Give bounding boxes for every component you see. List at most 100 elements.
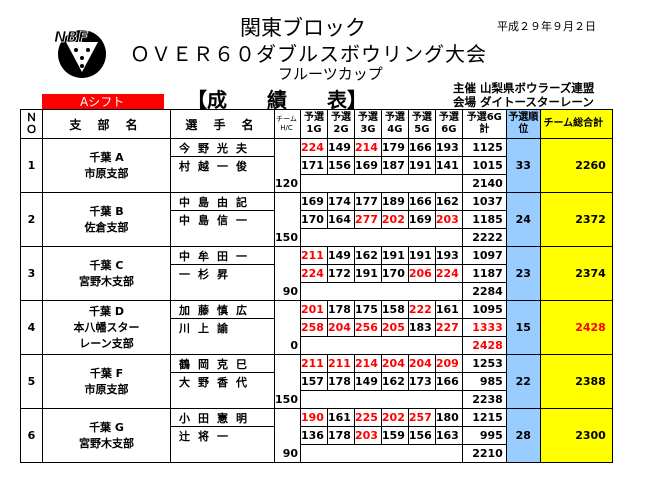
- score-g4: 187: [381, 156, 409, 175]
- shift-label: Aシフト: [42, 94, 164, 110]
- score-g2: 204: [327, 318, 355, 337]
- branch-line: 千葉 F: [89, 366, 124, 380]
- blank: [435, 174, 463, 193]
- hc-blank: [274, 156, 301, 175]
- player1-name: 中牟田一: [170, 246, 275, 265]
- blank: [300, 390, 328, 409]
- blank: [381, 390, 409, 409]
- blank: [354, 444, 382, 463]
- team-row-summary: 150 2222: [21, 228, 613, 247]
- blank: [408, 336, 436, 355]
- score-g3: 214: [354, 354, 382, 373]
- team-row-player1: 2 千葉 B 佐倉支部 中島由記 169 174 177 189 166 162 1037 24 237…: [20, 192, 613, 247]
- branch-line: 千葉 C: [89, 258, 124, 272]
- team-hc: 150: [274, 228, 301, 247]
- score-g5: 191: [408, 156, 436, 175]
- player1-6g-total: 1097: [462, 246, 507, 265]
- col-g1: 予選1G: [300, 109, 328, 139]
- results-table: ＮＯ 支 部 名 選 手 名 チーム H/C 予選1G 予選2G 予選3G 予選4…: [20, 109, 613, 463]
- score-g1: 169: [300, 192, 328, 211]
- nbf-logo: NBF: [54, 28, 106, 78]
- score-g6: 161: [435, 300, 463, 319]
- score-g4: 202: [381, 408, 409, 427]
- team-total: 2372: [540, 192, 613, 247]
- svg-text:NBF: NBF: [54, 28, 89, 46]
- branch-line: 千葉 A: [89, 150, 124, 164]
- score-g2: 211: [327, 354, 355, 373]
- player1-name: 中島由記: [170, 192, 275, 211]
- blank: [300, 174, 328, 193]
- score-g2: 178: [327, 426, 355, 445]
- player2-name: 大野香代: [179, 375, 255, 389]
- blank: [300, 282, 328, 301]
- player2-name: 中島信一: [179, 213, 255, 227]
- hc-blank: [274, 210, 301, 229]
- team-no: 2: [20, 192, 43, 247]
- team-hc: 0: [274, 336, 301, 355]
- score-g4: 162: [381, 372, 409, 391]
- blank: [435, 228, 463, 247]
- player1-name: 今野光夫: [170, 138, 275, 157]
- blank: [327, 336, 355, 355]
- col-g3: 予選3G: [354, 109, 382, 139]
- branch-name: 千葉 D 本八幡スター レーン支部: [42, 300, 171, 355]
- score-g5: 166: [408, 192, 436, 211]
- hc-blank: [274, 192, 301, 211]
- branch-line: 千葉 B: [89, 204, 124, 218]
- team-row-player2: 川上諭 258 204 256 205 183 227 1333: [21, 318, 613, 337]
- team-row-summary: 90 2284: [21, 282, 613, 301]
- score-g1: 258: [300, 318, 328, 337]
- hc-blank: [274, 354, 301, 373]
- blank: [381, 282, 409, 301]
- col-g2: 予選2G: [327, 109, 355, 139]
- blank: [170, 282, 275, 301]
- blank: [381, 174, 409, 193]
- score-g3: 177: [354, 192, 382, 211]
- team-6g-sum: 2140: [462, 174, 507, 193]
- col-hc: チーム H/C: [274, 109, 301, 139]
- blank: [170, 336, 275, 355]
- player1-6g-total: 1253: [462, 354, 507, 373]
- qual-rank: 28: [506, 408, 541, 463]
- score-g6: 163: [435, 426, 463, 445]
- score-g2: 178: [327, 300, 355, 319]
- score-g5: 191: [408, 246, 436, 265]
- hc-blank: [274, 246, 301, 265]
- branch-name: 千葉 F 市原支部: [42, 354, 171, 409]
- blank: [354, 282, 382, 301]
- score-g6: 209: [435, 354, 463, 373]
- score-g2: 174: [327, 192, 355, 211]
- branch-line: 千葉 G: [89, 420, 124, 434]
- score-g2: 172: [327, 264, 355, 283]
- score-g1: 224: [300, 264, 328, 283]
- team-row-player2: 中島信一 170 164 277 202 169 203 1185: [21, 210, 613, 229]
- score-g3: 225: [354, 408, 382, 427]
- team-row-player2: 一杉昇 224 172 191 170 206 224 1187: [21, 264, 613, 283]
- score-g6: 166: [435, 372, 463, 391]
- title-line1: 関東ブロック: [240, 16, 366, 40]
- blank: [381, 336, 409, 355]
- team-total: 2374: [540, 246, 613, 301]
- score-g1: 170: [300, 210, 328, 229]
- player2-name: 一杉昇: [179, 267, 236, 281]
- player2-name: 川上諭: [179, 321, 236, 335]
- player1-name: 加藤慎広: [170, 300, 275, 319]
- blank: [170, 444, 275, 463]
- qual-rank: 15: [506, 300, 541, 355]
- score-g4: 189: [381, 192, 409, 211]
- score-g2: 178: [327, 372, 355, 391]
- team-no: 4: [20, 300, 43, 355]
- branch-line: 本八幡スター: [73, 320, 140, 334]
- score-g6: 162: [435, 192, 463, 211]
- score-g5: 183: [408, 318, 436, 337]
- branch-line: 千葉 D: [89, 304, 124, 318]
- hc-blank: [274, 300, 301, 319]
- hc-blank: [274, 372, 301, 391]
- team-6g-sum: 2210: [462, 444, 507, 463]
- venue: 会場 ダイトースターレーン: [453, 95, 594, 109]
- score-g5: 257: [408, 408, 436, 427]
- col-g4: 予選4G: [381, 109, 409, 139]
- blank: [170, 228, 275, 247]
- score-g1: 211: [300, 246, 328, 265]
